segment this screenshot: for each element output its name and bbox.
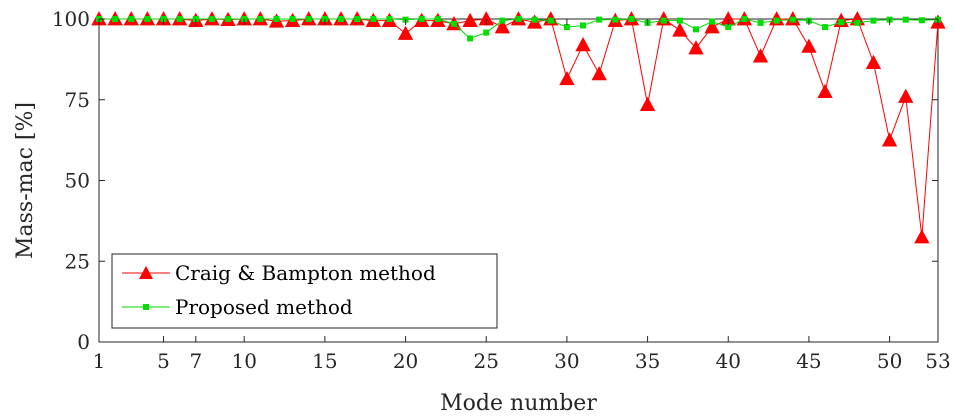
data-point [450,20,457,27]
data-point [817,83,833,99]
data-point [559,70,575,86]
data-point [467,35,474,42]
x-tick-label: 25 [474,349,499,373]
data-point [692,26,699,33]
legend-marker-proposed [143,304,149,310]
data-point [515,16,522,22]
legend-entry-craig-bampton: Craig & Bampton method [122,261,436,285]
data-point [898,88,914,103]
x-axis-label: Mode number [440,391,597,416]
data-point [801,38,817,53]
legend-entry-proposed: Proposed method [122,295,353,319]
y-tick-label: 50 [65,169,90,193]
data-point [752,48,769,63]
x-tick-label: 1 [93,349,106,373]
legend-box [111,253,498,329]
data-point [822,24,829,31]
data-point [838,19,845,26]
data-point [725,24,732,31]
data-point [547,17,554,24]
data-point [397,25,414,40]
x-tick-label: 15 [312,349,337,373]
x-tick-label: 40 [716,349,741,373]
data-point [902,16,909,23]
x-tick-label: 30 [554,349,579,373]
data-point [305,16,312,22]
data-point [208,16,215,22]
legend-label-proposed: Proposed method [175,295,353,319]
data-point [257,16,264,22]
data-point [338,16,345,22]
data-point [418,16,425,22]
data-point [854,19,861,26]
data-point [881,132,898,147]
x-tick-label: 5 [157,349,170,373]
data-point [434,16,441,22]
x-tick-label: 7 [189,349,202,373]
series-craig-bampton [91,11,946,244]
data-point [462,12,478,27]
data-point [789,16,796,23]
data-point [918,17,925,24]
data-point [128,16,135,22]
y-tick-label: 25 [65,249,90,273]
data-point [354,16,361,22]
data-point [176,16,183,22]
x-tick-label: 45 [796,349,821,373]
data-point [563,24,570,31]
data-point [741,16,748,22]
data-point [660,17,667,24]
data-point [639,96,656,111]
data-point [709,18,716,25]
data-point [870,17,877,24]
data-point [704,19,720,34]
data-point [483,29,490,36]
data-point [575,36,591,52]
x-tick-label: 53 [925,349,950,373]
data-point [757,19,764,26]
x-tick-label: 20 [393,349,418,373]
data-point [370,16,377,22]
legend-marker-craig-bampton [139,266,153,279]
data-point [688,40,704,55]
x-tick-label: 50 [877,349,902,373]
x-tick-label: 10 [231,349,256,373]
data-point [628,16,635,22]
data-point [273,16,280,22]
data-point [914,229,930,244]
y-tick-label: 0 [77,330,90,354]
y-tick-label: 75 [65,88,90,112]
data-point [386,16,393,22]
data-point [499,17,506,24]
data-point [591,66,607,81]
y-tick-label: 100 [52,7,90,31]
x-tick-label: 35 [635,349,660,373]
data-point [865,54,882,69]
legend-label-craig-bampton: Craig & Bampton method [175,261,436,285]
data-point [596,16,603,23]
data-point [494,19,511,34]
data-point [773,17,780,24]
data-point [289,16,296,22]
y-axis-label: Mass-mac [%] [13,102,38,259]
data-point [144,16,151,22]
data-point [676,17,683,24]
legend: Craig & Bampton method Proposed method [111,253,498,329]
data-point [612,16,619,23]
data-point [112,16,119,22]
data-point [580,22,587,29]
data-point [225,16,232,22]
series-group [91,11,946,244]
data-point [672,22,688,37]
data-point [531,16,538,23]
